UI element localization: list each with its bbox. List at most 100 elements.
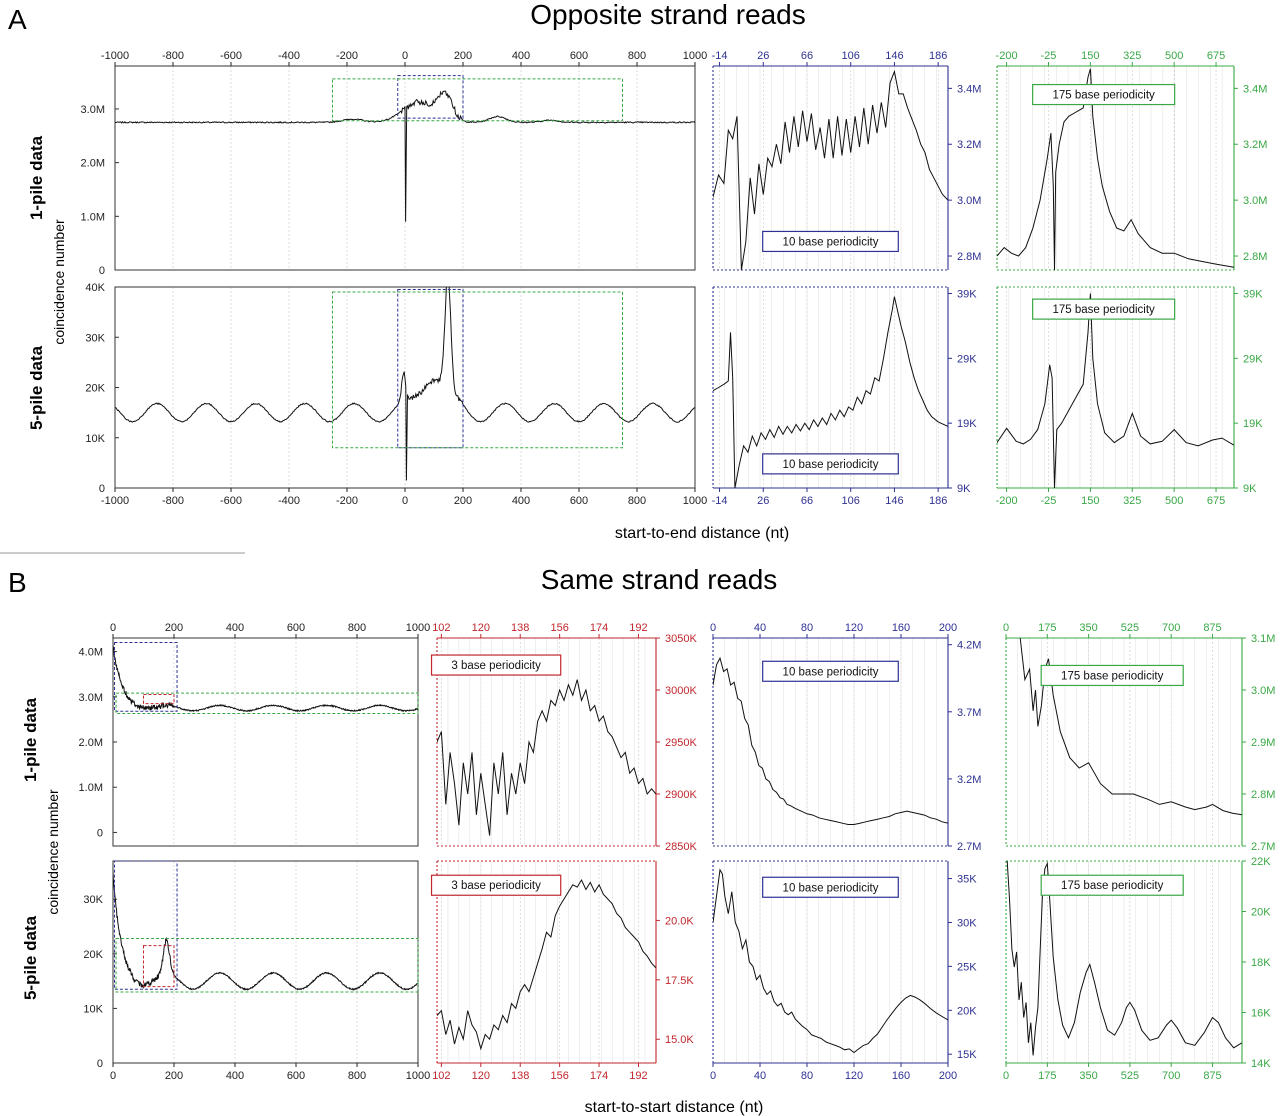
inset-box-blue xyxy=(397,75,464,119)
x-tick-label: 525 xyxy=(1121,622,1139,634)
x-tick-label: 600 xyxy=(570,50,588,62)
x-tick-label: -14 xyxy=(712,50,728,62)
inset-box-red xyxy=(143,694,175,705)
annotation-label: 10 base periodicity xyxy=(783,882,879,894)
x-tick-label: -800 xyxy=(162,495,184,507)
y-tick-label: 22K xyxy=(1251,856,1271,868)
y-tick-label: 0 xyxy=(97,827,103,839)
x-tick-label: 200 xyxy=(939,1070,957,1082)
y-tick-label: 2850K xyxy=(665,841,697,853)
x-tick-label: 120 xyxy=(472,622,490,634)
x-tick-label: 146 xyxy=(885,495,903,507)
y-tick-label: 14K xyxy=(1251,1058,1271,1070)
x-tick-label: 156 xyxy=(550,622,568,634)
x-tick-label: 400 xyxy=(226,1070,244,1082)
x-tick-label: 200 xyxy=(165,1070,183,1082)
x-tick-label: 0 xyxy=(1003,622,1009,634)
y-tick-label: 2.8M xyxy=(1243,251,1267,263)
y-tick-label: 19K xyxy=(1243,418,1263,430)
x-tick-label: 175 xyxy=(1038,1070,1056,1082)
y-tick-label: 4.2M xyxy=(957,640,981,652)
y-tick-label: 39K xyxy=(957,288,977,300)
y-tick-label: 29K xyxy=(1243,353,1263,365)
x-tick-label: 1000 xyxy=(406,1070,430,1082)
ylabel-b: coincidence number xyxy=(45,789,61,915)
section-a-letter: A xyxy=(8,4,27,35)
inset-box-green xyxy=(332,291,623,449)
annotation-box xyxy=(762,660,899,682)
x-tick-label: 200 xyxy=(454,495,472,507)
inset-box-blue xyxy=(114,642,178,712)
x-tick-label: 186 xyxy=(929,50,947,62)
x-tick-label: -400 xyxy=(278,50,300,62)
x-tick-label: 150 xyxy=(1081,495,1099,507)
x-tick-label: 875 xyxy=(1203,1070,1221,1082)
series-line xyxy=(113,872,418,991)
y-tick-label: 17.5K xyxy=(665,975,694,987)
panel-A1_z10: -14 26 66 106 146 186 2.8M 3.0M 3.2M 3.4M 10 base … xyxy=(712,50,981,271)
x-tick-label: 700 xyxy=(1162,622,1180,634)
y-tick-label: 15.0K xyxy=(665,1034,694,1046)
x-tick-label: 700 xyxy=(1162,1070,1180,1082)
x-tick-label: -600 xyxy=(220,495,242,507)
y-tick-label: 20K xyxy=(1251,907,1271,919)
annotation-box xyxy=(430,874,562,896)
x-tick-label: 40 xyxy=(754,1070,766,1082)
series-line xyxy=(437,878,656,1051)
x-tick-label: -200 xyxy=(336,50,358,62)
x-tick-label: 400 xyxy=(512,50,530,62)
x-tick-label: 120 xyxy=(845,622,863,634)
x-tick-label: 192 xyxy=(629,622,647,634)
y-tick-label: 3.0M xyxy=(81,104,105,116)
x-tick-label: 80 xyxy=(801,1070,813,1082)
y-tick-label: 3.1M xyxy=(1251,633,1275,645)
y-tick-label: 10K xyxy=(85,433,105,445)
section-b-title: Same strand reads xyxy=(541,564,778,595)
x-tick-label: 200 xyxy=(165,622,183,634)
y-tick-label: 10K xyxy=(83,1003,103,1015)
y-tick-label: 1.0M xyxy=(81,211,105,223)
series-line xyxy=(1019,638,1242,816)
x-tick-label: 138 xyxy=(511,1070,529,1082)
annotation-label: 175 base periodicity xyxy=(1053,90,1156,102)
panel-B5_z3: 102 120 138 156 174 192 15.0K 17.5K 20.0K 3 base … xyxy=(430,860,694,1082)
series-line xyxy=(713,868,948,1054)
y-tick-label: 2900K xyxy=(665,789,697,801)
y-tick-label: 29K xyxy=(957,353,977,365)
x-tick-label: 66 xyxy=(801,495,813,507)
x-tick-label: 875 xyxy=(1203,622,1221,634)
x-tick-label: 500 xyxy=(1165,495,1183,507)
y-tick-label: 2.7M xyxy=(1251,841,1275,853)
x-tick-label: 186 xyxy=(929,495,947,507)
x-tick-label: 0 xyxy=(402,50,408,62)
panel-A1_main: -1000 -800 -600 -400 -200 0 200 400 600 800 1000 0 1… xyxy=(81,50,708,277)
inset-box-green xyxy=(332,78,623,122)
y-tick-label: 16K xyxy=(1251,1008,1271,1020)
y-tick-label: 2950K xyxy=(665,737,697,749)
y-tick-label: 3.0M xyxy=(1251,685,1275,697)
series-line xyxy=(115,90,695,222)
annotation-label: 10 base periodicity xyxy=(783,666,879,678)
x-tick-label: 675 xyxy=(1207,50,1225,62)
y-tick-label: 2.7M xyxy=(957,841,981,853)
panel-A5_main: -1000 -800 -600 -400 -200 0 200 400 600 800 1000 0 1… xyxy=(85,282,707,507)
annotation-box xyxy=(1040,874,1184,896)
x-tick-label: 600 xyxy=(287,622,305,634)
annotation-label: 175 base periodicity xyxy=(1061,670,1164,682)
x-tick-label: 1000 xyxy=(683,495,707,507)
y-tick-label: 3.2M xyxy=(957,139,981,151)
annotation-box xyxy=(1040,664,1184,687)
y-tick-label: 20K xyxy=(83,949,103,961)
annotation-label: 175 base periodicity xyxy=(1061,880,1164,892)
x-tick-label: 325 xyxy=(1123,50,1141,62)
inset-box-green xyxy=(115,938,419,993)
x-tick-label: 160 xyxy=(892,1070,910,1082)
x-tick-label: 800 xyxy=(628,495,646,507)
y-tick-label: 15K xyxy=(957,1049,977,1061)
y-tick-label: 9K xyxy=(1243,483,1257,495)
panel-B1_z3: 102 120 138 156 174 192 2850K 2900K 2950K 3000K 30… xyxy=(430,622,697,853)
y-tick-label: 3.0M xyxy=(1243,195,1267,207)
annotation-label: 175 base periodicity xyxy=(1053,304,1156,316)
